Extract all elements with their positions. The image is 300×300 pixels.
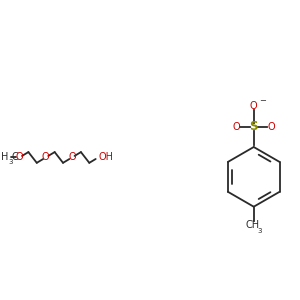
Text: O: O bbox=[267, 122, 275, 132]
Text: OH: OH bbox=[98, 152, 113, 163]
Text: C: C bbox=[12, 152, 18, 163]
Text: −: − bbox=[259, 97, 266, 106]
Text: H: H bbox=[1, 152, 8, 163]
Text: O: O bbox=[232, 122, 240, 132]
Text: 3: 3 bbox=[257, 228, 262, 234]
Text: S: S bbox=[250, 120, 258, 133]
Text: CH: CH bbox=[245, 220, 259, 230]
Text: O: O bbox=[42, 152, 50, 163]
Text: 3: 3 bbox=[8, 159, 13, 165]
Text: O: O bbox=[250, 101, 258, 111]
Text: O: O bbox=[16, 152, 23, 163]
Text: O: O bbox=[68, 152, 76, 163]
